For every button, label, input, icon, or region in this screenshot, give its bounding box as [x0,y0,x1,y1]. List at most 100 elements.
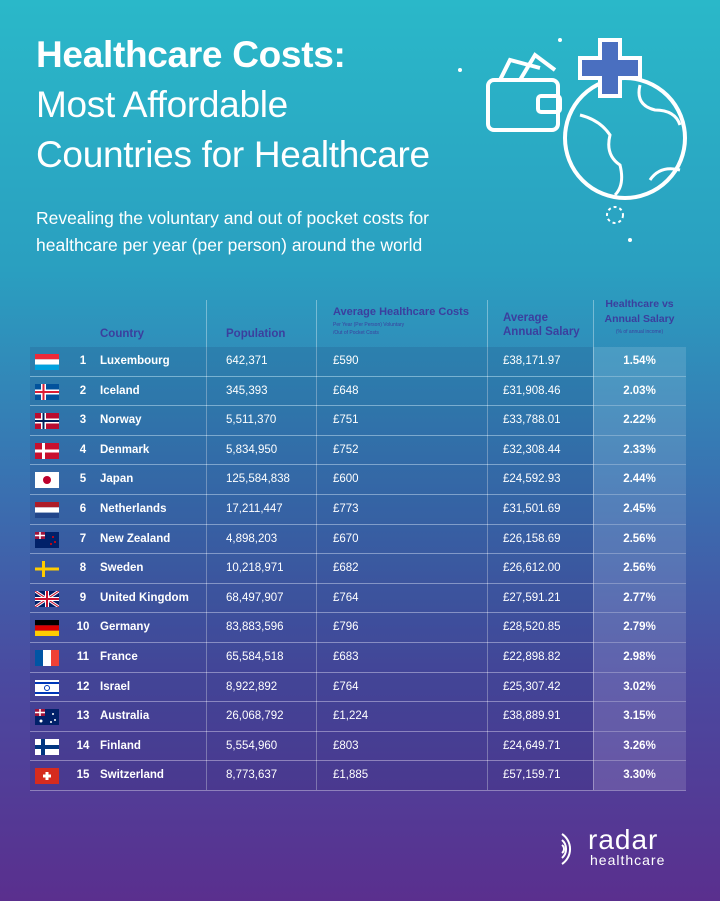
population: 83,883,596 [226,621,284,634]
radar-healthcare-logo: radar healthcare [560,824,690,870]
annual-salary: £24,592.93 [503,473,561,486]
header-salary-1: Average [503,312,548,324]
table-row: 1 Luxembourg 642,371 £590 £38,171.97 1.5… [30,347,686,377]
header-population: Population [226,328,286,340]
healthcare-cost: £764 [333,591,359,604]
radar-logo-icon [561,833,571,865]
table-row: 4 Denmark 5,834,950 £752 £32,308.44 2.33… [30,435,686,466]
annual-salary: £24,649.71 [503,739,561,752]
table-row: 2 Iceland 345,393 £648 £31,908.46 2.03% [30,376,686,407]
rank: 8 [79,562,87,575]
country-name: Switzerland [100,769,164,782]
population: 65,584,518 [226,650,284,663]
flag-finland-icon [35,738,59,755]
annual-salary: £28,520.85 [503,621,561,634]
rank: 9 [79,591,87,604]
column-divider [593,300,594,790]
flag-netherlands-icon [35,501,59,518]
healthcare-vs-salary: 3.30% [623,769,656,782]
healthcare-vs-salary: 2.77% [623,591,656,604]
flag-sweden-icon [35,561,59,578]
healthcare-cost: £683 [333,650,359,663]
page-title: Healthcare Costs: Most Affordable Countr… [36,30,430,180]
population: 17,211,447 [226,502,283,515]
healthcare-vs-salary: 3.26% [623,739,656,752]
header-cost-note-2: /Out of Pocket Costs [333,330,379,336]
annual-salary: £31,501.69 [503,502,561,515]
flag-germany-icon [35,620,59,637]
country-name: Netherlands [100,502,167,515]
healthcare-cost: £670 [333,532,359,545]
country-name: Denmark [100,443,150,456]
header-pct-1: Healthcare vs [605,298,674,310]
annual-salary: £22,898.82 [503,650,561,663]
healthcare-cost: £764 [333,680,359,693]
table-row: 15 Switzerland 8,773,637 £1,885 £57,159.… [30,761,686,791]
table-row: 13 Australia 26,068,792 £1,224 £38,889.9… [30,702,686,732]
table-row: 11 France 65,584,518 £683 £22,898.82 2.9… [30,642,686,673]
annual-salary: £25,307.42 [503,680,561,693]
flag-switzerland-icon [35,768,59,785]
subtitle-line-1: Revealing the voluntary and out of pocke… [36,208,430,228]
healthcare-vs-salary: 2.56% [623,562,656,575]
population: 5,554,960 [226,739,278,752]
rank: 7 [79,532,87,545]
rank: 5 [79,473,87,486]
header-salary-2: Annual Salary [503,326,580,338]
healthcare-cost: £803 [333,739,359,752]
flag-denmark-icon [35,442,59,459]
healthcare-vs-salary: 2.79% [623,621,656,634]
rank: 2 [79,384,87,397]
population: 68,497,907 [226,591,284,604]
annual-salary: £31,908.46 [503,384,561,397]
annual-salary: £38,171.97 [503,355,561,367]
rank: 11 [76,650,90,663]
healthcare-vs-salary: 2.45% [623,502,656,515]
column-divider [206,300,207,790]
header-pct-2: Annual Salary [604,313,675,325]
healthcare-vs-salary: 3.15% [623,710,656,723]
healthcare-cost: £773 [333,502,359,515]
population: 125,584,838 [226,473,290,486]
population: 8,922,892 [226,680,278,693]
annual-salary: £27,591.21 [503,591,561,604]
healthcare-vs-salary: 1.54% [623,355,656,367]
table-row: 5 Japan 125,584,838 £600 £24,592.93 2.44… [30,465,686,495]
logo-word-healthcare: healthcare [590,852,666,868]
population: 5,834,950 [226,443,278,456]
header-pct-note: (% of annual income) [615,329,664,335]
table-row: 6 Netherlands 17,211,447 £773 £31,501.69… [30,494,686,525]
healthcare-vs-salary: 2.03% [623,384,656,397]
header-cost-note-1: Per Year (Per Person) Voluntary [333,322,405,328]
healthcare-vs-salary: 3.02% [623,680,656,693]
healthcare-cost: £751 [333,414,359,427]
table-row: 9 United Kingdom 68,497,907 £764 £27,591… [30,583,686,614]
flag-japan-icon [35,472,59,489]
header-cost: Average Healthcare Costs [333,306,469,318]
healthcare-vs-salary: 2.44% [623,473,656,486]
healthcare-costs-table: Country Population Average Healthcare Co… [30,298,686,791]
rank: 1 [79,355,87,367]
population: 642,371 [226,355,268,367]
subtitle-line-2: healthcare per year (per person) around … [36,235,423,255]
healthcare-cost: £682 [333,562,359,575]
logo-word-radar: radar [588,824,659,855]
annual-salary: £33,788.01 [503,414,561,427]
table-header: Country Population Average Healthcare Co… [30,298,686,347]
country-name: United Kingdom [100,591,189,604]
population: 10,218,971 [226,562,284,575]
table-row: 12 Israel 8,922,892 £764 £25,307.42 3.02… [30,672,686,703]
healthcare-vs-salary: 2.56% [623,532,656,545]
subtitle: Revealing the voluntary and out of pocke… [36,205,506,259]
flag-united-kingdom-icon [35,590,59,607]
wallet-globe-illustration [458,38,687,242]
flag-israel-icon [35,679,59,696]
country-name: New Zealand [100,532,171,545]
header-country: Country [100,328,145,340]
rank: 13 [76,710,90,723]
rank: 15 [76,769,90,782]
table-row: 14 Finland 5,554,960 £803 £24,649.71 3.2… [30,731,686,762]
annual-salary: £26,158.69 [503,532,561,545]
healthcare-cost: £752 [333,443,359,456]
flag-luxembourg-icon [35,354,59,370]
